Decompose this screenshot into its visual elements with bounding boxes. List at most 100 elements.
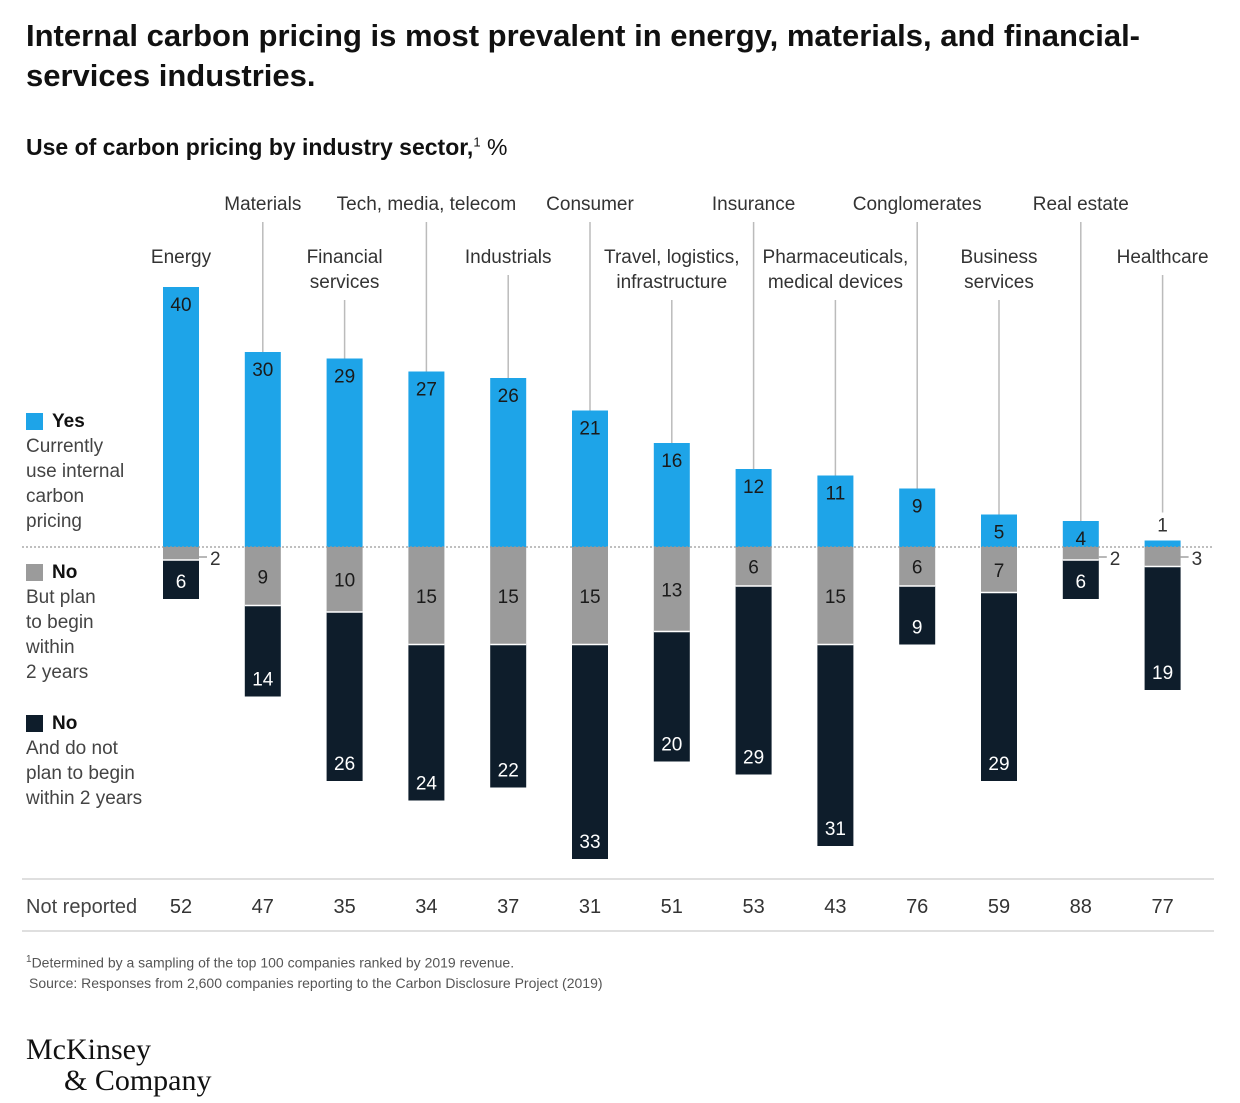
legend-no-plan-line: within	[26, 637, 75, 658]
legend-no-not-head: No	[52, 713, 78, 734]
value-label-no-plan: 15	[416, 587, 437, 608]
value-label-yes: 26	[498, 386, 519, 407]
footnote: 1Determined by a sampling of the top 100…	[26, 950, 603, 993]
chart-subtitle: Use of carbon pricing by industry sector…	[26, 134, 507, 161]
bar-no-not	[1144, 566, 1181, 690]
value-label-no-plan: 7	[994, 561, 1005, 582]
category-label: infrastructure	[616, 272, 727, 293]
not-reported-value: 76	[906, 896, 928, 918]
legend-yes-head: Yes	[52, 411, 85, 432]
value-label-yes: 4	[1076, 529, 1087, 550]
legend-no-plan-head: No	[52, 562, 78, 583]
bar-yes	[408, 371, 445, 547]
subtitle-footnote-mark: 1	[473, 134, 481, 150]
category-label: Materials	[224, 194, 301, 215]
value-label-no-not: 31	[825, 819, 846, 840]
category-label: Travel, logistics,	[604, 247, 740, 268]
not-reported-value: 35	[333, 896, 355, 918]
bar-no-plan	[1144, 547, 1181, 567]
bar-no-plan	[735, 547, 772, 586]
category-label: Energy	[151, 247, 212, 268]
bar-yes	[1062, 521, 1099, 547]
footnote-mark: 1	[26, 954, 32, 965]
legend-yes: Yes Currently use internal carbon pricin…	[26, 409, 124, 534]
not-reported-value: 59	[988, 896, 1010, 918]
legend-yes-line: pricing	[26, 511, 82, 532]
value-label-no-plan: 15	[825, 587, 846, 608]
value-label-no-not: 19	[1152, 663, 1173, 684]
category-label: Real estate	[1033, 194, 1129, 215]
value-label-no-plan: 2	[1110, 549, 1121, 570]
legend-no-plan-line: But plan	[26, 587, 96, 608]
bar-yes	[490, 378, 527, 547]
category-label: services	[310, 272, 380, 293]
legend-no-not-line: And do not	[26, 738, 118, 759]
not-reported-value: 37	[497, 896, 519, 918]
category-label: Insurance	[712, 194, 795, 215]
bar-no-not	[653, 631, 690, 762]
bar-no-not	[981, 592, 1017, 781]
bar-no-plan	[1062, 547, 1099, 560]
value-label-no-not: 24	[416, 774, 438, 795]
logo-line-2: & Company	[64, 1064, 212, 1097]
legend-yes-line: Currently	[26, 436, 104, 457]
value-label-yes: 29	[334, 367, 355, 388]
not-reported-value: 43	[824, 896, 846, 918]
bar-no-not	[490, 644, 527, 788]
bar-no-plan	[653, 547, 690, 632]
category-label: Financial	[307, 247, 383, 268]
bar-no-not	[244, 605, 281, 697]
bar-no-plan	[244, 547, 281, 606]
value-label-no-plan: 15	[579, 587, 600, 608]
bar-yes	[735, 469, 772, 547]
bar-yes	[817, 475, 854, 547]
value-label-no-not: 26	[334, 754, 355, 775]
bar-yes	[1144, 540, 1181, 547]
value-label-yes: 12	[743, 477, 764, 498]
not-reported-value: 77	[1151, 896, 1173, 918]
value-label-no-plan: 15	[498, 587, 519, 608]
value-label-yes: 11	[826, 484, 846, 505]
category-label: Business	[960, 247, 1037, 268]
bar-no-not	[163, 560, 199, 599]
bar-yes	[244, 352, 281, 547]
not-reported-value: 47	[252, 896, 274, 918]
value-label-no-plan: 9	[258, 567, 269, 588]
value-label-no-not: 29	[988, 754, 1009, 775]
not-reported-value: 53	[742, 896, 764, 918]
legend-no-plan: No But plan to begin within 2 years	[26, 560, 96, 685]
category-label: Consumer	[546, 194, 634, 215]
bar-yes	[653, 443, 690, 547]
logo-line-1: McKinsey	[26, 1033, 151, 1066]
bar-no-not	[899, 586, 936, 645]
not-reported-label: Not reported	[26, 896, 137, 918]
value-label-no-not: 6	[176, 572, 187, 593]
not-reported-value: 51	[661, 896, 683, 918]
legend-no-plan-line: to begin	[26, 612, 94, 633]
value-label-yes: 27	[416, 380, 437, 401]
value-label-no-plan: 6	[912, 558, 923, 579]
bar-no-plan	[899, 547, 936, 586]
legend-swatch-no-not	[26, 715, 43, 732]
value-label-no-not: 29	[743, 748, 764, 769]
legend-yes-line: carbon	[26, 486, 85, 507]
legend-yes-line: use internal	[26, 461, 125, 482]
legend-no-not: No And do not plan to begin within 2 yea…	[26, 711, 142, 811]
not-reported-value: 34	[415, 896, 437, 918]
bar-no-plan	[163, 547, 199, 560]
bar-yes	[572, 410, 608, 547]
bar-no-plan	[817, 547, 854, 645]
bar-no-plan	[490, 547, 527, 645]
subtitle-text: Use of carbon pricing by industry sector…	[26, 134, 474, 160]
value-label-no-plan: 6	[748, 558, 759, 579]
bar-no-plan	[981, 547, 1017, 593]
bar-no-not	[817, 644, 854, 846]
category-label: services	[964, 272, 1034, 293]
value-label-yes: 40	[170, 295, 191, 316]
not-reported-value: 88	[1070, 896, 1092, 918]
category-label: Healthcare	[1117, 247, 1209, 268]
value-label-no-not: 22	[498, 761, 519, 782]
bar-no-plan	[408, 547, 445, 645]
subtitle-unit: %	[486, 134, 508, 160]
